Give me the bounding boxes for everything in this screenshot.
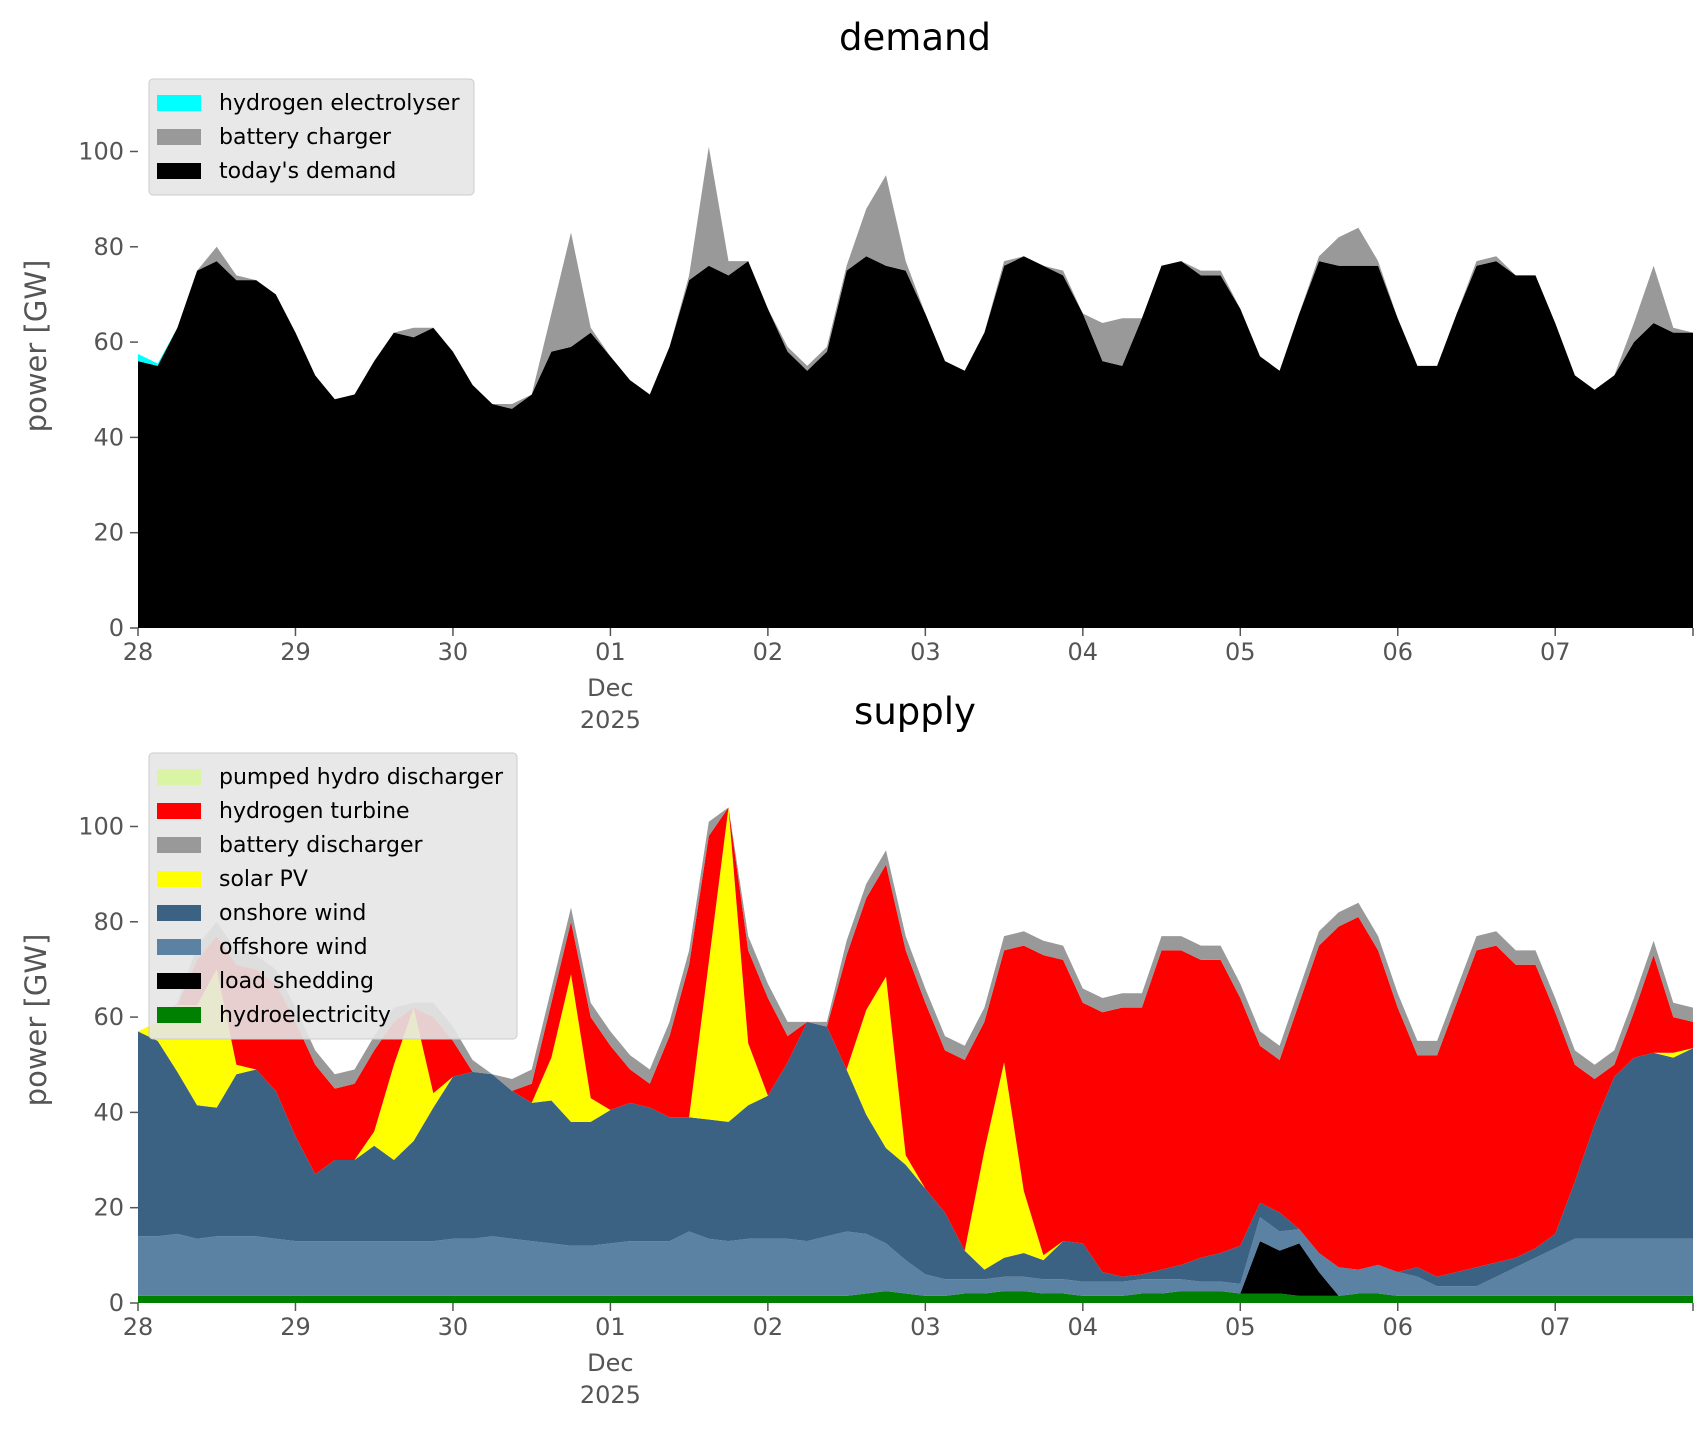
x-tick-label: 05 (1225, 1313, 1256, 1341)
legend-label: pumped hydro discharger (219, 765, 504, 790)
legend-swatch (157, 803, 201, 819)
chart-title: demand (839, 16, 991, 59)
legend-swatch (157, 1007, 201, 1023)
legend-swatch (157, 163, 201, 179)
y-axis: 0 20 40 60 80 100 (78, 812, 138, 1317)
y-tick-label: 60 (93, 328, 124, 356)
legend-label: today's demand (219, 159, 396, 184)
legend-label: hydrogen electrolyser (219, 91, 460, 116)
x-axis: 28 29 30 01 Dec 2025 02 03 04 05 06 07 (123, 628, 1694, 734)
legend-swatch (157, 95, 201, 111)
x-tick-label: 29 (280, 1313, 311, 1341)
y-tick-label: 0 (109, 614, 124, 642)
y-axis-label: power [GW] (19, 260, 53, 433)
legend-label: hydroelectricity (219, 1003, 391, 1028)
legend-box (148, 78, 475, 196)
legend: pumped hydro discharger hydrogen turbine b… (148, 752, 518, 1040)
y-tick-label: 40 (93, 1098, 124, 1126)
x-tick-label: 28 (123, 638, 154, 666)
legend-swatch (157, 973, 201, 989)
legend: hydrogen electrolyser battery charger toda… (148, 78, 475, 196)
y-tick-label: 80 (93, 908, 124, 936)
y-axis: 0 20 40 60 80 100 (78, 137, 138, 642)
x-tick-sublabel: Dec (587, 674, 633, 702)
x-tick-label: 07 (1540, 1313, 1571, 1341)
x-tick-label: 05 (1225, 638, 1256, 666)
legend-label: load shedding (219, 969, 374, 994)
x-tick-sublabel: Dec (587, 1349, 633, 1377)
x-tick-label: 29 (280, 638, 311, 666)
y-tick-label: 40 (93, 423, 124, 451)
x-tick-label: 03 (910, 638, 941, 666)
legend-swatch (157, 769, 201, 785)
plot-area (138, 146, 1693, 628)
today-s-demand-series (138, 256, 1693, 628)
x-tick-label: 28 (123, 1313, 154, 1341)
legend-swatch (157, 129, 201, 145)
chart-title: supply (854, 690, 976, 733)
x-tick-sublabel: 2025 (580, 1381, 641, 1409)
x-tick-label: 30 (438, 1313, 469, 1341)
y-tick-label: 0 (109, 1289, 124, 1317)
x-axis: 28 29 30 01 Dec 2025 02 03 04 05 06 07 (123, 1303, 1694, 1409)
x-tick-sublabel: 2025 (580, 706, 641, 734)
legend-label: offshore wind (219, 935, 368, 960)
x-tick-label: 03 (910, 1313, 941, 1341)
legend-swatch (157, 837, 201, 853)
y-tick-label: 20 (93, 519, 124, 547)
plot-area (138, 807, 1693, 1303)
x-tick-label: 30 (438, 638, 469, 666)
x-tick-label: 06 (1382, 638, 1413, 666)
y-tick-label: 60 (93, 1003, 124, 1031)
legend-label: battery charger (219, 125, 392, 150)
y-tick-label: 100 (78, 137, 124, 165)
offshore-wind-series (138, 1217, 1693, 1296)
load-shedding-series (138, 1241, 1693, 1296)
legend-label: onshore wind (219, 901, 366, 926)
legend-label: hydrogen turbine (219, 799, 410, 824)
x-tick-label: 04 (1068, 1313, 1099, 1341)
legend-label: solar PV (219, 867, 308, 892)
y-axis-label: power [GW] (19, 934, 53, 1107)
legend-swatch (157, 905, 201, 921)
x-tick-label: 06 (1382, 1313, 1413, 1341)
legend-swatch (157, 939, 201, 955)
y-tick-label: 20 (93, 1194, 124, 1222)
x-tick-label: 04 (1068, 638, 1099, 666)
hydroelectricity-series (138, 1291, 1693, 1303)
legend-box (148, 752, 518, 1040)
hydrogen-turbine-band (138, 807, 1693, 1277)
x-tick-label: 02 (753, 1313, 784, 1341)
x-tick-label: 01 (595, 638, 626, 666)
onshore-wind-series (138, 1021, 1693, 1287)
x-tick-label: 01 (595, 1313, 626, 1341)
x-tick-label: 02 (753, 638, 784, 666)
battery-discharger-band (138, 807, 1693, 1091)
legend-label: battery discharger (219, 833, 424, 858)
y-tick-label: 100 (78, 812, 124, 840)
y-tick-label: 80 (93, 233, 124, 261)
x-tick-label: 07 (1540, 638, 1571, 666)
legend-swatch (157, 871, 201, 887)
